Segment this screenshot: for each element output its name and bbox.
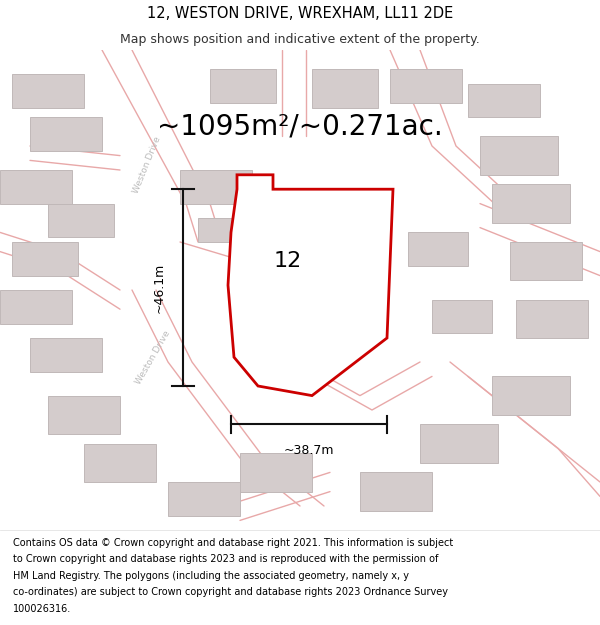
Polygon shape [48,204,114,238]
Polygon shape [198,218,258,242]
Polygon shape [390,69,462,102]
Polygon shape [12,74,84,108]
Polygon shape [312,69,378,108]
Text: ~46.1m: ~46.1m [152,262,166,312]
Text: 12: 12 [274,251,302,271]
Polygon shape [240,453,312,492]
Text: Map shows position and indicative extent of the property.: Map shows position and indicative extent… [120,32,480,46]
Polygon shape [0,170,72,204]
Text: Contains OS data © Crown copyright and database right 2021. This information is : Contains OS data © Crown copyright and d… [13,538,454,548]
Polygon shape [360,472,432,511]
Polygon shape [210,69,276,102]
Text: 100026316.: 100026316. [13,604,71,614]
Text: ~1095m²/~0.271ac.: ~1095m²/~0.271ac. [157,112,443,141]
Polygon shape [30,118,102,151]
Polygon shape [480,136,558,175]
Polygon shape [516,299,588,338]
Text: Weston Drive: Weston Drive [131,136,163,195]
Polygon shape [468,84,540,118]
Polygon shape [510,242,582,281]
Polygon shape [492,184,570,222]
Polygon shape [168,482,240,516]
Polygon shape [0,290,72,324]
Polygon shape [180,170,252,204]
Text: co-ordinates) are subject to Crown copyright and database rights 2023 Ordnance S: co-ordinates) are subject to Crown copyr… [13,588,448,598]
Polygon shape [48,396,120,434]
Polygon shape [432,299,492,333]
Text: HM Land Registry. The polygons (including the associated geometry, namely x, y: HM Land Registry. The polygons (includin… [13,571,409,581]
Polygon shape [30,338,102,372]
Text: ~38.7m: ~38.7m [284,444,334,458]
Text: Weston Drive: Weston Drive [134,329,172,386]
Polygon shape [420,424,498,462]
Polygon shape [228,175,393,396]
Polygon shape [12,242,78,276]
Polygon shape [84,444,156,482]
Text: to Crown copyright and database rights 2023 and is reproduced with the permissio: to Crown copyright and database rights 2… [13,554,439,564]
Text: 12, WESTON DRIVE, WREXHAM, LL11 2DE: 12, WESTON DRIVE, WREXHAM, LL11 2DE [147,6,453,21]
Polygon shape [492,376,570,415]
Polygon shape [408,232,468,266]
